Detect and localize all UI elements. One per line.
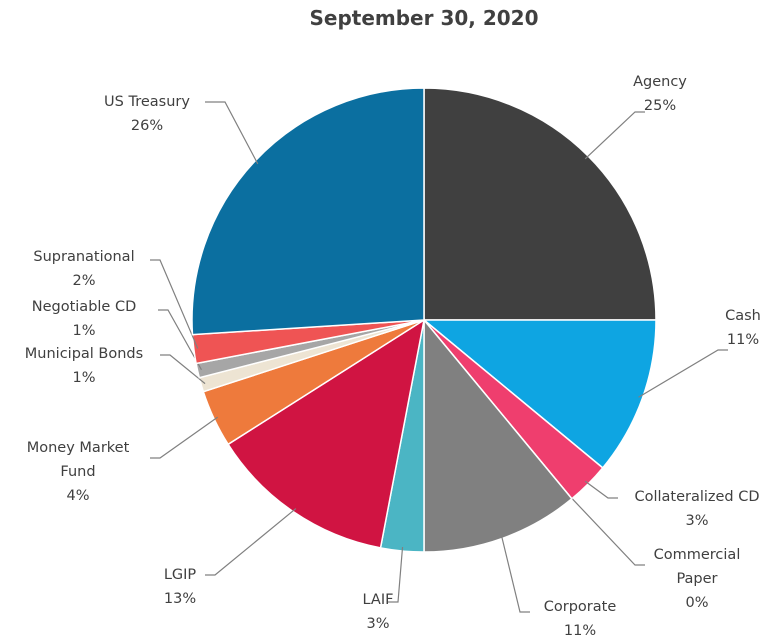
leader-line	[160, 354, 206, 385]
slice-label: LAIF 3%	[348, 588, 408, 636]
value-label: 2%	[72, 273, 96, 289]
chart-title: September 30, 2020	[309, 6, 539, 30]
category-label: LAIF	[362, 592, 394, 608]
slice-label: Negotiable CD 1%	[4, 295, 164, 343]
leader-line	[584, 480, 618, 499]
leader-line	[388, 546, 404, 603]
slice-label: Collateralized CD 3%	[617, 485, 773, 533]
leader-line	[150, 259, 199, 349]
category-label: Municipal Bonds	[24, 346, 144, 362]
value-label: 11%	[726, 332, 760, 348]
leader-line	[638, 349, 728, 398]
value-label: 26%	[130, 118, 164, 134]
leader-line	[568, 495, 645, 566]
slice-label: Agency 25%	[600, 70, 720, 118]
pie-slice	[227, 318, 426, 549]
category-label: LGIP	[163, 567, 197, 583]
slice-label: Money Market Fund 4%	[18, 436, 138, 508]
leader-line	[205, 508, 297, 576]
value-label: 4%	[66, 488, 90, 504]
leader-line	[158, 309, 203, 371]
slice-label: Municipal Bonds 1%	[4, 342, 164, 390]
pie-slice	[191, 87, 425, 336]
category-label: Negotiable CD	[31, 299, 137, 315]
category-label: Agency	[633, 74, 687, 90]
value-label: 1%	[72, 323, 96, 339]
leader-line	[150, 416, 219, 459]
leader-line	[500, 534, 530, 613]
value-label: 0%	[685, 595, 709, 611]
value-label: 1%	[72, 370, 96, 386]
leader-line	[584, 111, 645, 160]
value-label: 11%	[563, 623, 597, 639]
slice-label: Corporate 11%	[525, 595, 635, 642]
value-label: 25%	[643, 98, 677, 114]
category-label: Money Market Fund	[26, 440, 130, 480]
slice-label: Commercial Paper 0%	[647, 543, 747, 615]
category-label: Corporate	[543, 599, 617, 615]
slice-label: US Treasury 26%	[87, 90, 207, 138]
slice-label: Cash 11%	[713, 304, 773, 352]
leader-line	[205, 101, 259, 165]
value-label: 3%	[685, 513, 709, 529]
pie-slice	[423, 87, 657, 321]
category-label: Supranational	[33, 249, 135, 265]
pie-slice	[421, 319, 657, 469]
category-label: Commercial Paper	[653, 547, 741, 587]
category-label: Collateralized CD	[634, 489, 760, 505]
category-label: US Treasury	[104, 94, 190, 110]
value-label: 13%	[163, 591, 197, 607]
slice-label: LGIP 13%	[150, 563, 210, 611]
category-label: Cash	[725, 308, 761, 324]
slice-label: Supranational 2%	[4, 245, 164, 293]
value-label: 3%	[366, 616, 390, 632]
